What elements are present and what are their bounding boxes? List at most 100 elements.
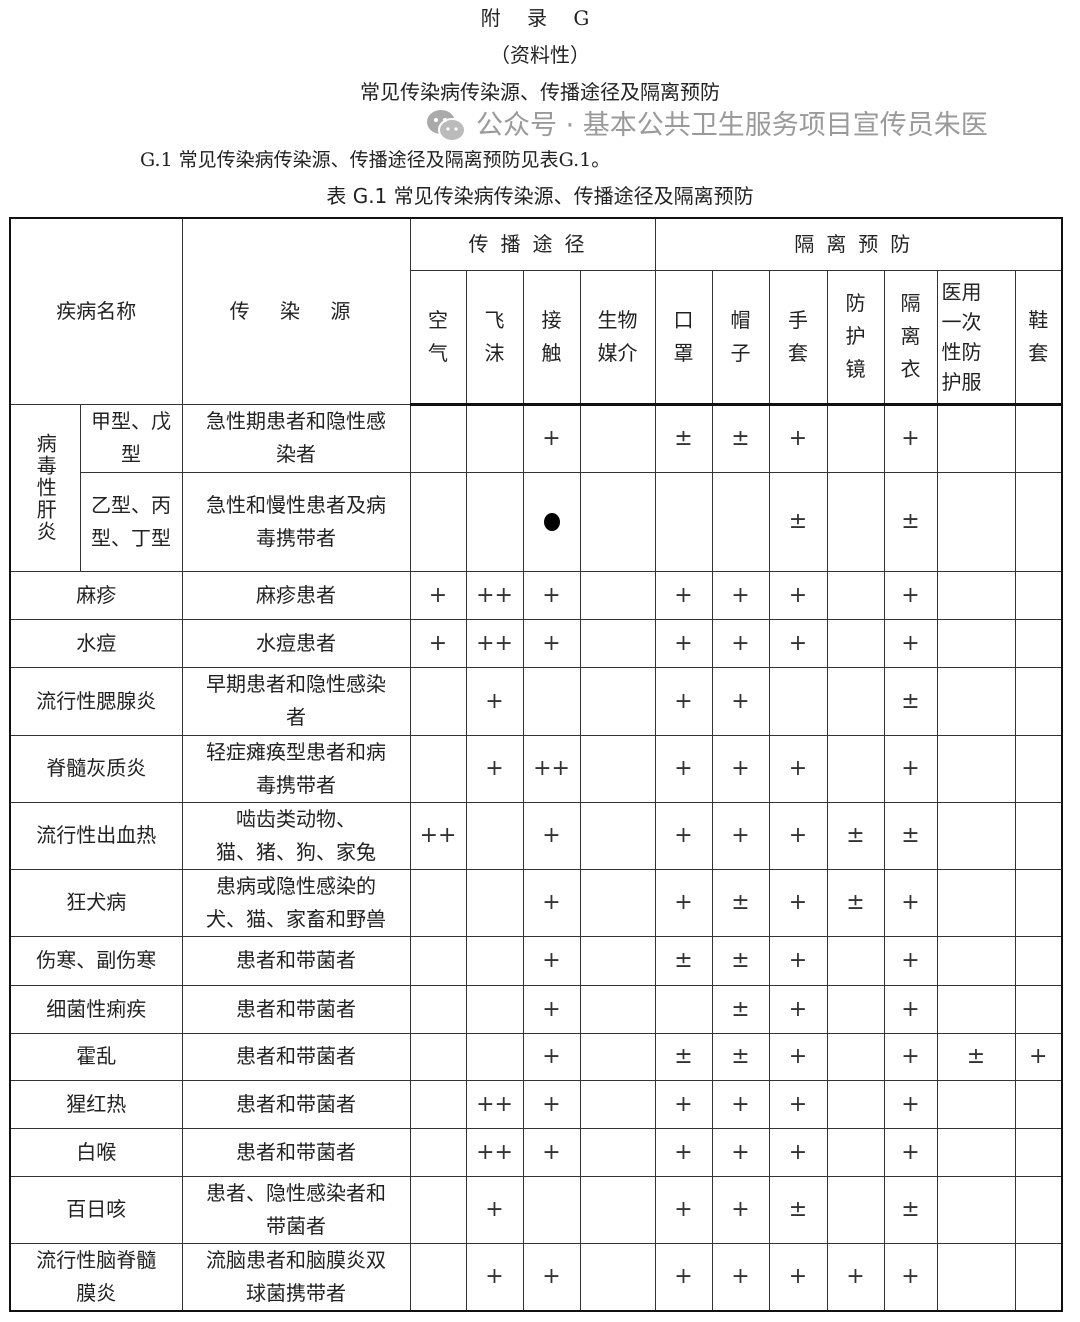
disease-name: 水痘 <box>9 618 183 668</box>
mark-cell <box>711 471 770 572</box>
mark-cell <box>409 1175 467 1244</box>
mark-cell: + <box>883 868 938 937</box>
table-row: 流行性出血热 啮齿类动物、 猫、猪、狗、家兔 ++ + + + + ± ± <box>9 801 1063 870</box>
header-route-3: 生物 媒介 <box>579 269 656 406</box>
mark-cell <box>1014 1242 1063 1311</box>
disease-name: 麻疹 <box>9 570 183 620</box>
mark-cell: + <box>826 1242 885 1311</box>
mark-cell <box>936 935 1016 986</box>
mark-cell <box>579 471 656 572</box>
infection-source: 患者、隐性感染者和 带菌者 <box>181 1175 411 1244</box>
mark-cell <box>826 471 885 572</box>
disease-name: 霍乱 <box>9 1032 183 1081</box>
mark-cell: + <box>465 1175 524 1244</box>
mark-cell: ± <box>936 1032 1016 1081</box>
mark-cell <box>1014 1079 1063 1129</box>
mark-cell <box>1014 984 1063 1034</box>
disease-name: 流行性脑脊髓 膜炎 <box>9 1242 183 1311</box>
mark-cell <box>826 666 885 736</box>
mark-cell <box>409 1032 467 1081</box>
mark-cell: + <box>768 1032 828 1081</box>
mark-cell: + <box>883 935 938 986</box>
mark-cell <box>579 403 656 473</box>
mark-cell <box>826 1175 885 1244</box>
appendix-nature: （资料性） <box>490 43 590 67</box>
mark-cell <box>465 1032 524 1081</box>
infection-source: 轻症瘫痪型患者和病 毒携带者 <box>181 734 411 803</box>
disease-name: 乙型、丙 型、丁型 <box>79 471 183 572</box>
mark-cell: ++ <box>465 618 524 668</box>
mark-cell <box>409 984 467 1034</box>
mark-cell <box>579 1242 656 1311</box>
infection-source: 急性和慢性患者及病 毒携带者 <box>181 471 411 572</box>
mark-cell: + <box>711 1127 770 1177</box>
mark-cell <box>936 666 1016 736</box>
mark-cell: + <box>522 403 581 473</box>
mark-cell: + <box>409 618 467 668</box>
mark-cell: ± <box>711 935 770 986</box>
mark-cell <box>409 403 467 473</box>
mark-cell <box>1014 666 1063 736</box>
mark-cell: + <box>409 570 467 620</box>
infection-source: 啮齿类动物、 猫、猪、狗、家兔 <box>181 801 411 870</box>
mark-cell <box>579 666 656 736</box>
mark-cell <box>409 734 467 803</box>
mark-cell <box>579 984 656 1034</box>
mark-cell: + <box>768 984 828 1034</box>
mark-cell <box>826 403 885 473</box>
mark-cell <box>654 471 713 572</box>
mark-cell: + <box>654 666 713 736</box>
mark-cell: + <box>883 570 938 620</box>
mark-cell: + <box>654 734 713 803</box>
disease-table: 疾病名称 传 染 源 传播途径 隔离预防 空 气飞 沫接 触生物 媒介口 罩帽 … <box>9 217 1063 1312</box>
mark-cell: ± <box>826 868 885 937</box>
mark-cell: + <box>768 570 828 620</box>
mark-cell <box>936 1079 1016 1129</box>
mark-cell <box>936 1175 1016 1244</box>
mark-cell <box>768 666 828 736</box>
mark-cell: + <box>465 734 524 803</box>
mark-cell: + <box>768 1242 828 1311</box>
mark-cell: + <box>522 935 581 986</box>
mark-cell <box>936 734 1016 803</box>
header-isolation-4: 隔 离 衣 <box>883 269 938 406</box>
mark-cell: ± <box>883 666 938 736</box>
mark-cell <box>936 801 1016 870</box>
infection-source: 急性期患者和隐性感 染者 <box>181 403 411 473</box>
mark-cell: + <box>522 1242 581 1311</box>
mark-cell: + <box>768 1127 828 1177</box>
mark-cell <box>409 666 467 736</box>
table-row: 脊髓灰质炎 轻症瘫痪型患者和病 毒携带者 + ++ + + + + <box>9 734 1063 803</box>
mark-cell: + <box>711 666 770 736</box>
mark-cell <box>579 570 656 620</box>
mark-cell: + <box>768 734 828 803</box>
header-route-1: 飞 沫 <box>465 269 524 406</box>
table-row: 流行性脑脊髓 膜炎 流脑患者和脑膜炎双 球菌携带者 + + + + + + + <box>9 1242 1063 1311</box>
infection-source: 流脑患者和脑膜炎双 球菌携带者 <box>181 1242 411 1311</box>
mark-cell <box>579 801 656 870</box>
hepatitis-group-label: 病毒性肝炎 <box>9 403 81 572</box>
appendix-heading: 附 录 G <box>480 6 600 30</box>
mark-cell <box>826 984 885 1034</box>
mark-cell <box>936 618 1016 668</box>
mark-cell <box>465 935 524 986</box>
mark-cell <box>465 471 524 572</box>
mark-cell: + <box>883 618 938 668</box>
mark-cell <box>579 868 656 937</box>
mark-cell <box>936 868 1016 937</box>
mark-cell: + <box>883 403 938 473</box>
mark-cell <box>936 1127 1016 1177</box>
mark-cell: + <box>522 1079 581 1129</box>
disease-name: 细菌性痢疾 <box>9 984 183 1034</box>
watermark-text: 公众号 · 基本公共卫生服务项目宣传员朱医 <box>476 110 988 141</box>
mark-cell <box>1014 801 1063 870</box>
infection-source: 患病或隐性感染的 犬、猫、家畜和野兽 <box>181 868 411 937</box>
mark-cell: + <box>654 1242 713 1311</box>
disease-name: 白喉 <box>9 1127 183 1177</box>
disease-name: 甲型、戊 型 <box>79 403 183 473</box>
mark-cell <box>1014 471 1063 572</box>
mark-cell <box>579 1079 656 1129</box>
mark-cell <box>1014 403 1063 473</box>
mark-cell: ++ <box>465 1127 524 1177</box>
mark-cell <box>826 734 885 803</box>
